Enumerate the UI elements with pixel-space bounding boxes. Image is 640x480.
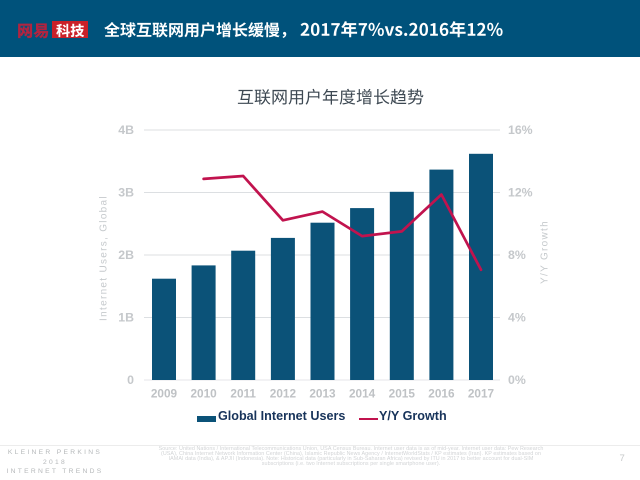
- svg-text:12%: 12%: [508, 186, 533, 200]
- svg-text:2B: 2B: [118, 248, 134, 262]
- svg-text:4B: 4B: [118, 123, 134, 137]
- svg-text:2009: 2009: [151, 387, 178, 401]
- svg-text:2014: 2014: [349, 387, 376, 401]
- svg-text:0%: 0%: [508, 373, 526, 387]
- svg-text:2017: 2017: [468, 387, 495, 401]
- svg-text:Internet Users, Global: Internet Users, Global: [99, 195, 110, 321]
- svg-text:Y/Y Growth: Y/Y Growth: [540, 220, 551, 284]
- svg-text:2015: 2015: [389, 387, 416, 401]
- svg-text:4%: 4%: [508, 311, 526, 325]
- svg-text:0: 0: [127, 373, 134, 387]
- svg-text:8%: 8%: [508, 248, 526, 262]
- svg-text:2013: 2013: [309, 387, 336, 401]
- svg-text:16%: 16%: [508, 123, 533, 137]
- svg-text:2012: 2012: [270, 387, 297, 401]
- svg-text:1B: 1B: [118, 311, 134, 325]
- svg-text:3B: 3B: [118, 186, 134, 200]
- svg-text:2011: 2011: [230, 387, 256, 401]
- svg-text:2016: 2016: [428, 387, 455, 401]
- svg-text:2010: 2010: [190, 387, 217, 401]
